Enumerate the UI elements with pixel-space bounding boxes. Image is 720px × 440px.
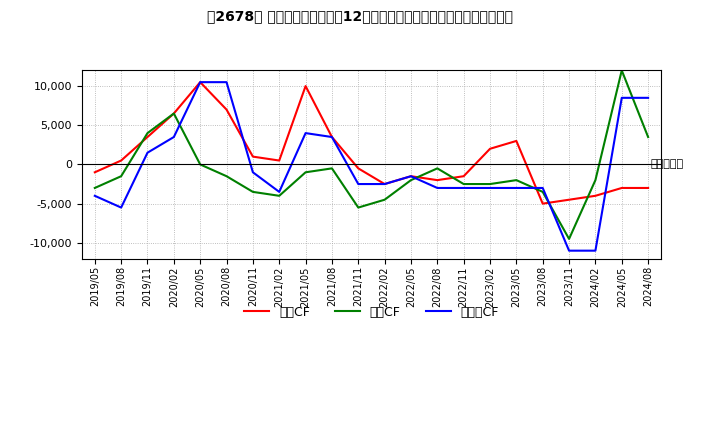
営業CF	[644, 185, 652, 191]
投資CF	[143, 131, 152, 136]
投資CF	[328, 166, 336, 171]
フリーCF	[486, 185, 495, 191]
営業CF	[618, 185, 626, 191]
営業CF	[407, 173, 415, 179]
投資CF	[644, 134, 652, 139]
投資CF	[248, 189, 257, 194]
営業CF	[433, 177, 441, 183]
営業CF	[512, 138, 521, 143]
フリーCF	[564, 248, 573, 253]
投資CF	[433, 166, 441, 171]
投資CF	[539, 189, 547, 194]
フリーCF	[248, 170, 257, 175]
営業CF	[380, 181, 389, 187]
投資CF	[301, 170, 310, 175]
営業CF	[486, 146, 495, 151]
投資CF	[275, 193, 284, 198]
投資CF	[380, 197, 389, 202]
フリーCF	[301, 131, 310, 136]
フリーCF	[618, 95, 626, 100]
Line: 営業CF: 営業CF	[95, 82, 648, 204]
フリーCF	[222, 80, 231, 85]
フリーCF	[143, 150, 152, 155]
営業CF	[169, 111, 178, 116]
フリーCF	[644, 95, 652, 100]
投資CF	[512, 177, 521, 183]
Line: フリーCF: フリーCF	[95, 82, 648, 251]
営業CF	[117, 158, 125, 163]
フリーCF	[591, 248, 600, 253]
営業CF	[539, 201, 547, 206]
投資CF	[169, 111, 178, 116]
フリーCF	[354, 181, 363, 187]
フリーCF	[512, 185, 521, 191]
営業CF	[196, 80, 204, 85]
投資CF	[591, 177, 600, 183]
営業CF	[354, 166, 363, 171]
フリーCF	[91, 193, 99, 198]
フリーCF	[275, 189, 284, 194]
フリーCF	[433, 185, 441, 191]
投資CF	[618, 68, 626, 73]
営業CF	[564, 197, 573, 202]
営業CF	[222, 107, 231, 112]
フリーCF	[407, 173, 415, 179]
フリーCF	[380, 181, 389, 187]
営業CF	[275, 158, 284, 163]
投資CF	[407, 177, 415, 183]
営業CF	[248, 154, 257, 159]
営業CF	[143, 134, 152, 139]
投資CF	[459, 181, 468, 187]
フリーCF	[169, 134, 178, 139]
投資CF	[222, 173, 231, 179]
営業CF	[91, 170, 99, 175]
営業CF	[301, 84, 310, 89]
フリーCF	[117, 205, 125, 210]
投資CF	[91, 185, 99, 191]
フリーCF	[459, 185, 468, 191]
投資CF	[564, 236, 573, 242]
投資CF	[117, 173, 125, 179]
Y-axis label: （百万円）: （百万円）	[650, 159, 683, 169]
フリーCF	[328, 134, 336, 139]
営業CF	[328, 134, 336, 139]
投資CF	[196, 162, 204, 167]
Line: 投資CF: 投資CF	[95, 70, 648, 239]
Text: 【2678】 キャッシュフローの12か月移動合計の対前年同期増減額の推移: 【2678】 キャッシュフローの12か月移動合計の対前年同期増減額の推移	[207, 9, 513, 23]
投資CF	[486, 181, 495, 187]
投資CF	[354, 205, 363, 210]
Legend: 営業CF, 投資CF, フリーCF: 営業CF, 投資CF, フリーCF	[239, 301, 504, 324]
営業CF	[591, 193, 600, 198]
営業CF	[459, 173, 468, 179]
フリーCF	[196, 80, 204, 85]
フリーCF	[539, 185, 547, 191]
